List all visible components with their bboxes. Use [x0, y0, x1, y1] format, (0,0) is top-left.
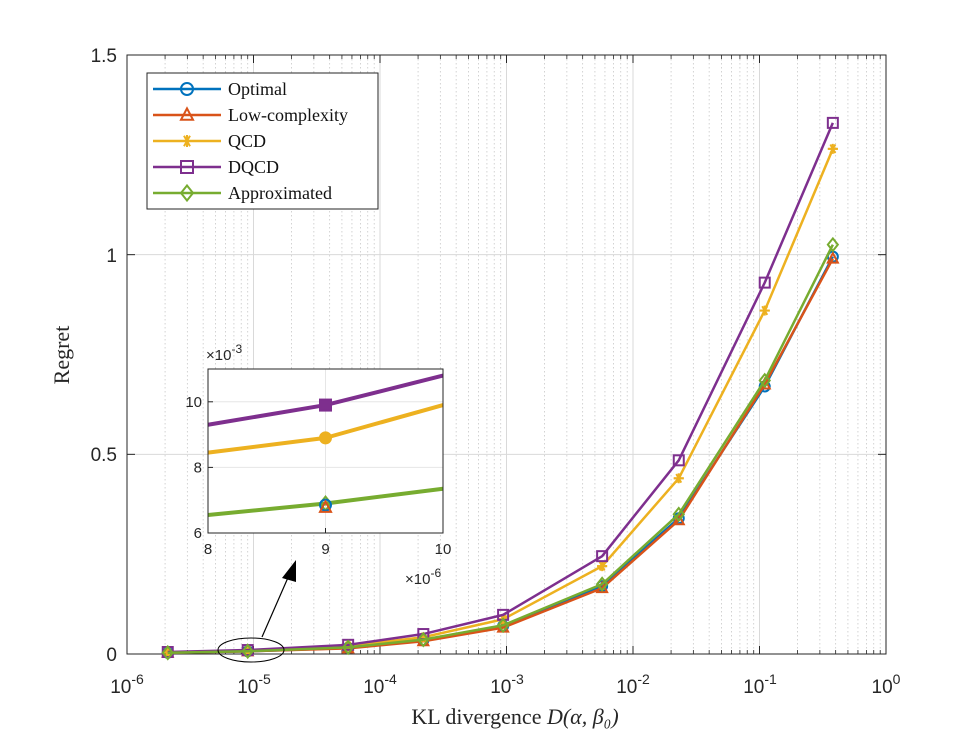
inset-series — [207, 373, 444, 517]
dqcd-line — [167, 122, 834, 654]
series-layer — [161, 116, 840, 661]
approximated-point — [672, 506, 686, 523]
series-approximated — [161, 236, 840, 661]
y-tick-label-0: 0 — [106, 645, 117, 666]
zoom-arrow-line — [261, 572, 291, 638]
x-axis-label: KL divergence D(α, β₀) — [411, 704, 618, 729]
y-axis-label: Regret — [49, 326, 74, 385]
inset-x-tick-label: 8 — [204, 541, 212, 558]
inset-series-low-complexity — [318, 499, 333, 513]
inset-qcd-point — [319, 431, 332, 445]
legend: Optimal Low-complexity QCD DQCD Approximated — [146, 72, 379, 210]
inset-series-dqcd — [207, 373, 444, 427]
zoom-region-ellipse — [217, 637, 285, 663]
dqcd-point — [672, 454, 685, 467]
legend-marker-low-complexity — [179, 106, 195, 121]
legend-marker-approximated — [179, 183, 195, 203]
low-complexity-point — [672, 512, 686, 526]
legend-label-optimal: Optimal — [228, 79, 287, 99]
legend-label-dqcd: DQCD — [228, 157, 279, 177]
inset-x-tick-label: 9 — [321, 541, 329, 558]
y-tick-label-1: 1 — [106, 246, 117, 267]
approximated-point — [161, 644, 175, 661]
inset-x-exponent: ×10-6 — [405, 566, 441, 588]
low-complexity-point — [826, 251, 840, 264]
legend-entry-approximated: Approximated — [153, 183, 332, 203]
legend-entry-low-complexity: Low-complexity — [153, 105, 348, 125]
inset-dqcd-point — [319, 398, 332, 412]
legend-entry-optimal: Optimal — [153, 79, 287, 99]
legend-marker-qcd — [181, 135, 193, 147]
zoom-arrow-head — [282, 560, 296, 582]
inset-x-tick-label: 10 — [435, 541, 452, 558]
dqcd-point — [596, 550, 609, 563]
approximated-point — [341, 639, 355, 656]
legend-label-low-complexity: Low-complexity — [228, 105, 348, 125]
approximated-point — [826, 236, 840, 253]
legend-entry-qcd: QCD — [153, 131, 266, 151]
qcd-point — [827, 143, 838, 154]
legend-marker-dqcd — [180, 160, 194, 174]
y-tick-label-0.5: 0.5 — [91, 445, 117, 466]
approximated-point — [758, 372, 772, 389]
qcd-point — [673, 473, 684, 484]
approximated-line — [167, 244, 834, 654]
legend-marker-optimal — [180, 82, 194, 96]
inset-y-tick-label: 10 — [185, 394, 202, 411]
legend-entry-dqcd: DQCD — [153, 157, 279, 177]
inset-y-exponent: ×10-3 — [206, 342, 242, 364]
inset-low-complexity-point — [318, 499, 333, 513]
dqcd-point — [826, 116, 839, 129]
approximated-point — [496, 617, 510, 634]
approximated-point — [241, 643, 254, 660]
dqcd-point — [758, 276, 771, 289]
approximated-point — [417, 631, 430, 648]
legend-label-qcd: QCD — [228, 131, 266, 151]
inset-y-tick-label: 6 — [194, 525, 202, 542]
legend-label-approximated: Approximated — [228, 183, 332, 203]
inset-y-tick-label: 8 — [194, 459, 202, 476]
inset-series-qcd — [207, 403, 444, 455]
qcd-point — [597, 561, 608, 572]
approximated-point — [595, 576, 609, 592]
y-tick-label-1.5: 1.5 — [91, 46, 117, 67]
series-dqcd — [161, 116, 839, 659]
qcd-point — [759, 305, 770, 316]
